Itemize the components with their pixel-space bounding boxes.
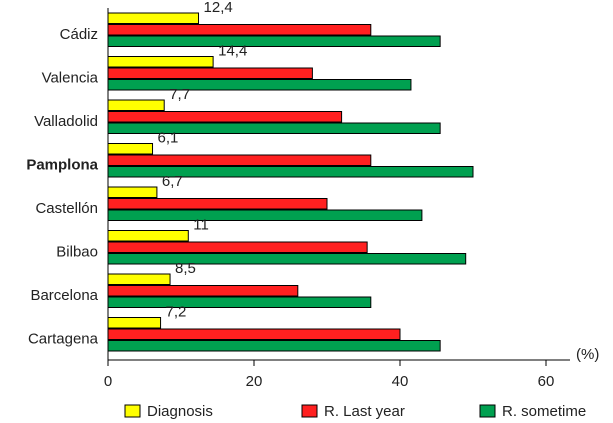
category-label: Castellón: [35, 200, 98, 217]
data-label: 6,1: [158, 130, 179, 147]
bar-r-sometime: [107, 253, 467, 265]
legend-label: R. sometime: [502, 403, 586, 420]
legend-label: R. Last year: [324, 403, 405, 420]
bar-r-last-year: [107, 67, 313, 79]
legend-swatch: [479, 404, 496, 418]
bar-diagnosis: [107, 317, 162, 329]
x-tick-label: 20: [246, 373, 263, 390]
category-labels: Cádiz Valencia Valladolid Pamplona Castellón…: [26, 26, 98, 348]
bar-r-sometime: [107, 296, 372, 308]
data-label: 12,4: [204, 0, 233, 16]
bar-r-last-year: [107, 154, 372, 166]
data-label: 7,7: [169, 86, 190, 103]
data-label: 8,5: [175, 260, 196, 277]
x-tick-label: 0: [104, 373, 112, 390]
category-label: Pamplona: [26, 156, 98, 173]
data-labels: 12,4 14,4 7,7 6,1 6,7 11 8,5 7,2: [158, 0, 248, 321]
bars: [107, 12, 474, 352]
bar-r-last-year: [107, 198, 328, 210]
bar-diagnosis: [107, 143, 154, 155]
bar-r-sometime: [107, 209, 423, 221]
bar-diagnosis: [107, 12, 200, 24]
category-label: Valladolid: [34, 113, 98, 130]
data-label: 6,7: [162, 173, 183, 190]
legend-swatch: [301, 404, 318, 418]
bar-diagnosis: [107, 186, 158, 198]
category-label: Cartagena: [28, 330, 99, 347]
data-label: 7,2: [166, 304, 187, 321]
bar-diagnosis: [107, 273, 171, 285]
bar-r-last-year: [107, 24, 372, 36]
x-tick-label: 40: [392, 373, 409, 390]
bar-r-sometime: [107, 35, 441, 47]
bar-r-sometime: [107, 79, 412, 91]
category-label: Cádiz: [60, 26, 98, 43]
bar-diagnosis: [107, 56, 214, 68]
category-label: Barcelona: [30, 287, 98, 304]
data-label: 11: [193, 217, 209, 234]
x-unit-label: (%): [576, 346, 599, 363]
data-label: 14,4: [218, 43, 247, 60]
bar-r-last-year: [107, 328, 401, 340]
bar-r-last-year: [107, 241, 368, 253]
axes: [107, 8, 570, 361]
bar-diagnosis: [107, 99, 165, 111]
bar-r-sometime: [107, 340, 441, 352]
bar-r-last-year: [107, 285, 299, 297]
legend-swatch: [124, 404, 141, 418]
legend: Diagnosis R. Last year R. sometime: [124, 403, 586, 420]
x-ticks: 0 20 40 60: [104, 360, 555, 390]
category-label: Bilbao: [56, 243, 98, 260]
category-label: Valencia: [42, 69, 99, 86]
bar-r-last-year: [107, 111, 343, 123]
legend-label: Diagnosis: [147, 403, 213, 420]
x-tick-label: 60: [538, 373, 555, 390]
bar-diagnosis: [107, 230, 189, 242]
